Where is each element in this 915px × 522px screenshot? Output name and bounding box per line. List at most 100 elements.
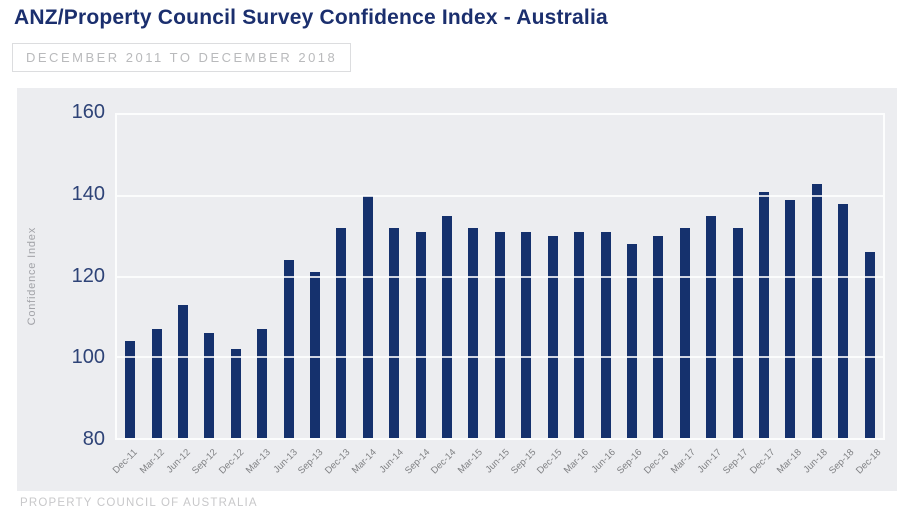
x-tick-label: Dec-16 bbox=[641, 447, 671, 477]
bar-Jun-17 bbox=[706, 215, 717, 438]
bar-slot bbox=[804, 115, 830, 438]
bar-slot bbox=[487, 115, 513, 438]
bar-slot bbox=[143, 115, 169, 438]
x-tick-label: Dec-17 bbox=[747, 447, 778, 477]
x-tick-label: Mar-17 bbox=[668, 447, 698, 477]
x-tick-label: Jun-13 bbox=[271, 447, 300, 476]
x-tick-label: Jun-14 bbox=[377, 447, 406, 476]
bar-Jun-18 bbox=[811, 183, 822, 438]
bar-Dec-18 bbox=[864, 252, 875, 438]
bar-slot bbox=[170, 115, 196, 438]
x-tick-label: Dec-18 bbox=[853, 447, 884, 477]
x-tick-slot: Dec-17 bbox=[748, 440, 779, 488]
bar-Sep-14 bbox=[415, 232, 426, 438]
x-tick-label: Sep-12 bbox=[190, 447, 220, 477]
x-tick-slot: Sep-17 bbox=[721, 440, 753, 488]
bar-slot bbox=[619, 115, 645, 438]
gridline bbox=[117, 275, 883, 278]
bar-Sep-17 bbox=[732, 228, 743, 438]
bar-Sep-16 bbox=[626, 244, 637, 438]
bar-Mar-16 bbox=[574, 232, 585, 438]
x-tick-slot: Mar-18 bbox=[775, 440, 806, 488]
bar-slot bbox=[223, 115, 249, 438]
x-tick-slot: Jun-17 bbox=[696, 440, 726, 488]
bar-Mar-14 bbox=[362, 195, 373, 438]
x-tick-slot: Jun-16 bbox=[589, 440, 620, 488]
x-tick-slot: Sep-18 bbox=[827, 440, 859, 488]
x-tick-slot: Mar-12 bbox=[138, 440, 169, 488]
bar-slot bbox=[751, 115, 777, 438]
x-tick-label: Mar-12 bbox=[137, 447, 167, 477]
bar-slot bbox=[645, 115, 671, 438]
bar-slot bbox=[513, 115, 539, 438]
bar-slot bbox=[328, 115, 354, 438]
x-tick-label: Mar-15 bbox=[456, 447, 486, 477]
bar-slot bbox=[275, 115, 301, 438]
x-tick-slot: Jun-13 bbox=[271, 440, 301, 488]
x-tick-label: Jun-12 bbox=[164, 447, 194, 476]
chart-subtitle-badge: DECEMBER 2011 TO DECEMBER 2018 bbox=[12, 43, 352, 72]
x-tick-label: Jun-15 bbox=[483, 447, 512, 476]
x-tick-slot: Sep-15 bbox=[509, 440, 540, 488]
bar-Dec-13 bbox=[336, 228, 347, 438]
bar-Mar-17 bbox=[679, 228, 690, 438]
bar-slot bbox=[381, 115, 407, 438]
bar-slot bbox=[830, 115, 856, 438]
x-tick-label: Dec-15 bbox=[535, 447, 565, 477]
bar-slot bbox=[540, 115, 566, 438]
bar-slot bbox=[592, 115, 618, 438]
x-tick-slot: Jun-14 bbox=[377, 440, 407, 488]
bar-slot bbox=[196, 115, 222, 438]
bar-Sep-15 bbox=[521, 232, 532, 438]
x-tick-label: Dec-12 bbox=[216, 447, 247, 477]
bar-Sep-13 bbox=[310, 272, 321, 438]
x-tick-slot: Mar-16 bbox=[562, 440, 593, 488]
bar-Dec-16 bbox=[653, 236, 664, 438]
bar-Dec-11 bbox=[125, 341, 136, 438]
x-tick-slot: Jun-12 bbox=[164, 440, 195, 488]
x-tick-label: Mar-16 bbox=[562, 447, 592, 477]
bar-slot bbox=[302, 115, 328, 438]
x-tick-label: Dec-14 bbox=[429, 447, 459, 477]
page-title: ANZ/Property Council Survey Confidence I… bbox=[14, 6, 608, 29]
bar-slot bbox=[856, 115, 882, 438]
x-axis-labels: Dec-11 Mar-12 Jun-12 Sep-12 Dec-12 Mar-13 Jun-… bbox=[111, 440, 885, 488]
x-tick-label: Jun-16 bbox=[589, 447, 618, 476]
bar-slot bbox=[407, 115, 433, 438]
x-tick-slot: Mar-15 bbox=[456, 440, 487, 488]
x-tick-label: Mar-18 bbox=[774, 447, 804, 477]
x-tick-slot: Sep-14 bbox=[403, 440, 434, 488]
x-tick-slot: Dec-13 bbox=[323, 440, 354, 488]
bar-Mar-13 bbox=[257, 329, 268, 438]
bar-slot bbox=[460, 115, 486, 438]
bar-Jun-16 bbox=[600, 232, 611, 438]
bar-Jun-15 bbox=[494, 232, 505, 438]
bar-Dec-15 bbox=[547, 236, 558, 438]
bar-slot bbox=[698, 115, 724, 438]
bar-slot bbox=[434, 115, 460, 438]
x-tick-slot: Jun-15 bbox=[483, 440, 514, 488]
x-tick-slot: Dec-18 bbox=[854, 440, 885, 488]
bar-slot bbox=[117, 115, 143, 438]
x-tick-slot: Mar-14 bbox=[350, 440, 381, 488]
x-tick-label: Sep-18 bbox=[827, 447, 857, 477]
bars-layer bbox=[117, 115, 883, 438]
bar-Dec-17 bbox=[758, 191, 769, 438]
gridline bbox=[117, 194, 883, 197]
x-tick-label: Mar-13 bbox=[243, 447, 273, 477]
x-tick-slot: Sep-12 bbox=[190, 440, 222, 488]
y-tick-label: 140 bbox=[71, 182, 105, 205]
y-tick-label: 120 bbox=[71, 264, 105, 287]
x-tick-slot: Dec-12 bbox=[217, 440, 248, 488]
x-tick-label: Sep-16 bbox=[615, 447, 645, 477]
bar-Mar-12 bbox=[151, 329, 162, 438]
x-tick-label: Sep-13 bbox=[296, 447, 326, 477]
x-tick-slot: Jun-18 bbox=[802, 440, 832, 488]
x-tick-slot: Dec-16 bbox=[642, 440, 673, 488]
y-tick-label: 80 bbox=[82, 428, 105, 451]
x-tick-label: Mar-14 bbox=[349, 447, 379, 477]
x-tick-slot: Dec-11 bbox=[111, 440, 142, 488]
x-tick-label: Sep-17 bbox=[721, 447, 751, 477]
bar-Sep-18 bbox=[838, 203, 849, 438]
x-tick-label: Dec-11 bbox=[111, 447, 141, 476]
